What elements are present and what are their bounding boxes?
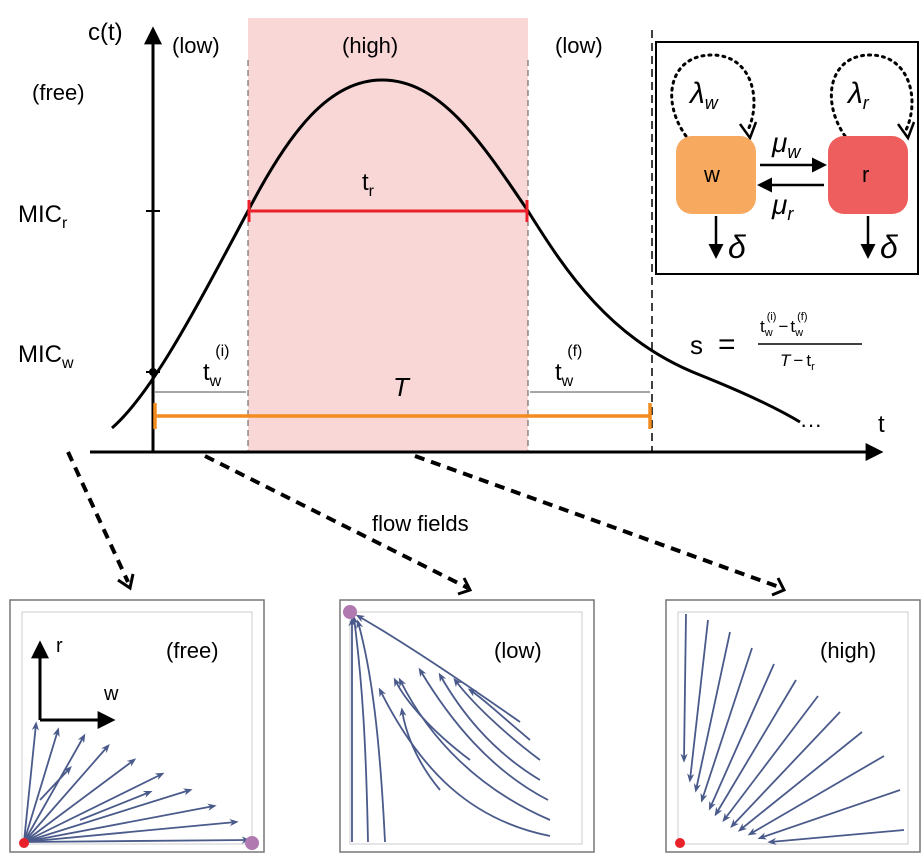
lambda-w-loop xyxy=(670,53,756,138)
panel-high: (high) xyxy=(665,599,921,853)
switching-formula: s = tw(i) − tw(f) T − tr xyxy=(690,311,862,373)
panel-low-label: (low) xyxy=(494,638,542,663)
lambda-r-label: λr xyxy=(846,77,870,113)
panel-free-label: (free) xyxy=(166,638,219,663)
connector-free-head xyxy=(117,573,135,591)
axis-r-label: r xyxy=(56,635,63,657)
mic-w-crossing xyxy=(149,368,157,376)
region-low-left-label: (low) xyxy=(172,33,220,58)
flow-lines xyxy=(23,721,251,844)
t-w-i-label: tw(i) xyxy=(203,343,229,390)
lambda-r-loop xyxy=(829,53,914,138)
delta-w-label: δ xyxy=(728,229,747,265)
high-band xyxy=(248,18,528,452)
lambda-w-loop-head xyxy=(738,121,758,141)
lambda-w-label: λw xyxy=(688,77,719,113)
panel-inner-frame xyxy=(677,611,909,845)
flow-lines xyxy=(348,614,551,843)
panel-inner-frame xyxy=(349,611,583,845)
state-diagram-inset: λw λr w r μw μr δ δ xyxy=(655,41,919,275)
panel-high-label: (high) xyxy=(820,638,876,663)
connector-free xyxy=(66,451,130,583)
mu-w-label: μw xyxy=(771,127,801,162)
region-low-right-label: (low) xyxy=(555,33,603,58)
panel-frame xyxy=(339,599,595,853)
delta-r-label: δ xyxy=(880,229,899,265)
node-w-label: w xyxy=(703,162,720,187)
t-r-label: tr xyxy=(362,169,375,200)
flow-field-connectors: flow fields xyxy=(66,451,787,597)
y-axis-label: c(t) xyxy=(88,19,123,46)
panel-frame xyxy=(665,599,921,853)
x-axis-label: t xyxy=(878,411,885,438)
panel-free: r w (free) xyxy=(9,599,265,853)
unstable-fixed-point xyxy=(19,838,29,848)
panel-low: (low) xyxy=(339,599,595,853)
period-label: T xyxy=(393,372,411,402)
node-w xyxy=(676,136,756,214)
formula-lhs: s xyxy=(690,330,703,360)
stable-fixed-point xyxy=(245,836,259,850)
t-w-f-label: tw(f) xyxy=(555,343,582,390)
unstable-fixed-point xyxy=(675,838,685,848)
formula-denominator: T − tr xyxy=(780,351,815,373)
panel-inner-frame xyxy=(21,611,253,845)
main-plot: c(t) t (free) (low) (high) (low) MICr MI… xyxy=(18,18,885,461)
connector-low-head xyxy=(457,577,473,596)
lambda-r-loop-head xyxy=(896,121,916,141)
connector-high-head xyxy=(771,577,787,597)
axis-w-label: w xyxy=(103,683,119,705)
mic-w-label: MICw xyxy=(18,341,74,372)
formula-numerator: tw(i) − tw(f) xyxy=(760,311,807,339)
mic-r-label: MICr xyxy=(18,201,68,232)
curve-ellipsis: ··· xyxy=(800,412,822,437)
mu-r-label: μr xyxy=(771,189,794,224)
region-free-label: (free) xyxy=(32,80,85,105)
node-r-label: r xyxy=(862,162,869,187)
formula-eq: = xyxy=(718,328,736,361)
connector-high xyxy=(414,454,783,590)
flow-fields-caption: flow fields xyxy=(372,511,469,536)
flow-lines xyxy=(680,613,905,846)
node-r xyxy=(828,136,908,214)
region-high-label: (high) xyxy=(342,33,398,58)
stable-fixed-point xyxy=(343,605,357,619)
connector-low xyxy=(204,454,469,590)
concentration-curve xyxy=(111,78,801,430)
